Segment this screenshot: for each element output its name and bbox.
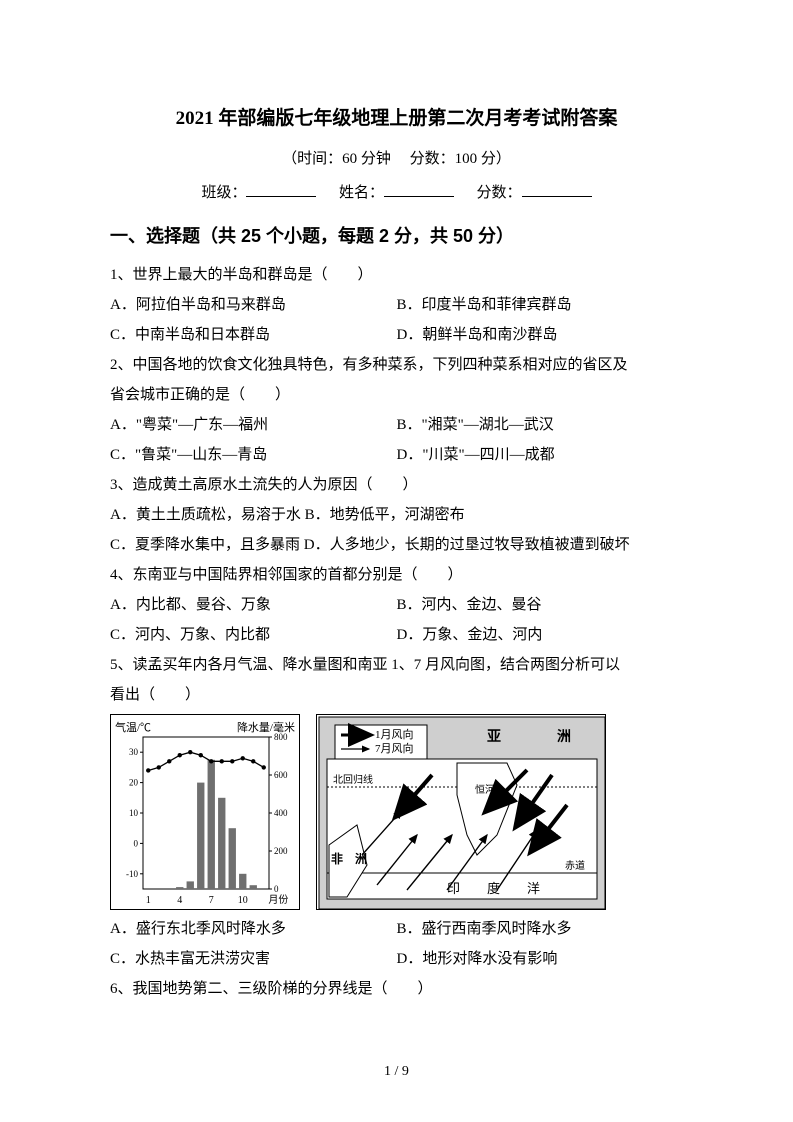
svg-text:亚: 亚	[487, 729, 501, 745]
svg-text:0: 0	[134, 838, 139, 848]
svg-text:30: 30	[129, 747, 139, 757]
exam-page: 2021 年部编版七年级地理上册第二次月考考试附答案 （时间：60 分钟 分数：…	[0, 0, 793, 1122]
svg-text:10: 10	[129, 808, 139, 818]
figure-row: 气温/℃ 降水量/毫米 3020100-10800600400200014710…	[110, 714, 683, 910]
question-5: 5、读孟买年内各月气温、降水量图和南亚 1、7 月风向图，结合两图分析可以 看出…	[110, 650, 683, 710]
question-2: 2、中国各地的饮食文化独具特色，有多种菜系，下列四种菜系相对应的省区及 省会城市…	[110, 350, 683, 470]
name-input[interactable]	[384, 178, 454, 197]
time-label: （时间：60 分钟	[282, 151, 391, 167]
svg-text:600: 600	[274, 770, 288, 780]
score-label: 分数：100 分）	[410, 151, 511, 167]
q5-opt-a[interactable]: A．盛行东北季风时降水多	[110, 914, 397, 944]
q1-opt-c[interactable]: C．中南半岛和日本群岛	[110, 320, 397, 350]
svg-text:7: 7	[209, 895, 214, 906]
svg-text:4: 4	[177, 895, 182, 906]
section-1-heading: 一、选择题（共 25 个小题，每题 2 分，共 50 分）	[110, 218, 683, 254]
svg-text:20: 20	[129, 778, 139, 788]
page-title: 2021 年部编版七年级地理上册第二次月考考试附答案	[110, 100, 683, 138]
student-info-line: 班级： 姓名： 分数：	[110, 178, 683, 208]
svg-text:1月风向: 1月风向	[375, 727, 414, 741]
climate-chart-svg: 30 20 10 0 -10 800 600 400 200 0 1 4 7 10 月份	[111, 715, 301, 911]
svg-text:月份: 月份	[268, 894, 288, 906]
q6-stem: 6、我国地势第二、三级阶梯的分界线是（ ）	[110, 974, 683, 1004]
q4-opt-a[interactable]: A．内比都、曼谷、万象	[110, 590, 397, 620]
page-number: 1 / 9	[0, 1058, 793, 1086]
question-3: 3、造成黄土高原水土流失的人为原因（ ） A．黄土土质疏松，易溶于水 B．地势低…	[110, 470, 683, 560]
exam-subtitle: （时间：60 分钟 分数：100 分）	[110, 144, 683, 174]
svg-text:10: 10	[238, 895, 248, 906]
q5-opt-d[interactable]: D．地形对降水没有影响	[397, 944, 684, 974]
q3-line1[interactable]: A．黄土土质疏松，易溶于水 B．地势低平，河湖密布	[110, 500, 683, 530]
svg-text:洋: 洋	[527, 881, 540, 896]
svg-text:非 洲: 非 洲	[331, 851, 367, 866]
q1-opt-d[interactable]: D．朝鲜半岛和南沙群岛	[397, 320, 684, 350]
svg-text:恒河: 恒河	[475, 783, 495, 796]
score-input[interactable]	[522, 178, 592, 197]
q5-options: A．盛行东北季风时降水多 B．盛行西南季风时降水多 C．水热丰富无洪涝灾害 D．…	[110, 914, 683, 974]
q2-opt-c[interactable]: C．"鲁菜"—山东—青岛	[110, 440, 397, 470]
svg-text:200: 200	[274, 846, 288, 856]
q4-stem: 4、东南亚与中国陆界相邻国家的首都分别是（ ）	[110, 560, 683, 590]
q4-opt-b[interactable]: B．河内、金边、曼谷	[397, 590, 684, 620]
q1-stem: 1、世界上最大的半岛和群岛是（ ）	[110, 260, 683, 290]
q3-stem: 3、造成黄土高原水土流失的人为原因（ ）	[110, 470, 683, 500]
svg-text:洲: 洲	[557, 729, 571, 745]
svg-text:800: 800	[274, 732, 288, 742]
svg-text:北回归线: 北回归线	[333, 773, 373, 786]
q1-opt-a[interactable]: A．阿拉伯半岛和马来群岛	[110, 290, 397, 320]
svg-text:7月风向: 7月风向	[375, 741, 414, 755]
q2-opt-b[interactable]: B．"湘菜"—湖北—武汉	[397, 410, 684, 440]
q2-stem-l2: 省会城市正确的是（ ）	[110, 380, 683, 410]
score-label2: 分数：	[477, 185, 522, 201]
q5-stem-l2: 看出（ ）	[110, 680, 683, 710]
wind-map-svg: 1月风向7月风向亚洲北回归线赤道恒河非 洲印度洋	[317, 715, 607, 911]
q1-opt-b[interactable]: B．印度半岛和菲律宾群岛	[397, 290, 684, 320]
question-6: 6、我国地势第二、三级阶梯的分界线是（ ）	[110, 974, 683, 1004]
wind-map: 1月风向7月风向亚洲北回归线赤道恒河非 洲印度洋	[316, 714, 606, 910]
question-4: 4、东南亚与中国陆界相邻国家的首都分别是（ ） A．内比都、曼谷、万象 B．河内…	[110, 560, 683, 650]
climate-chart: 气温/℃ 降水量/毫米 3020100-10800600400200014710…	[110, 714, 300, 910]
svg-text:赤道: 赤道	[565, 859, 585, 872]
name-label: 姓名：	[339, 185, 384, 201]
q2-opt-d[interactable]: D．"川菜"—四川—成都	[397, 440, 684, 470]
q3-line2[interactable]: C．夏季降水集中，且多暴雨 D．人多地少，长期的过垦过牧导致植被遭到破坏	[110, 530, 683, 560]
q2-stem-l1: 2、中国各地的饮食文化独具特色，有多种菜系，下列四种菜系相对应的省区及	[110, 350, 683, 380]
svg-text:0: 0	[274, 884, 279, 894]
q4-opt-d[interactable]: D．万象、金边、河内	[397, 620, 684, 650]
svg-text:400: 400	[274, 808, 288, 818]
class-input[interactable]	[246, 178, 316, 197]
q2-opt-a[interactable]: A．"粤菜"—广东—福州	[110, 410, 397, 440]
svg-text:1: 1	[146, 895, 151, 906]
q5-opt-c[interactable]: C．水热丰富无洪涝灾害	[110, 944, 397, 974]
question-1: 1、世界上最大的半岛和群岛是（ ） A．阿拉伯半岛和马来群岛 B．印度半岛和菲律…	[110, 260, 683, 350]
svg-text:-10: -10	[126, 869, 138, 879]
q4-opt-c[interactable]: C．河内、万象、内比都	[110, 620, 397, 650]
class-label: 班级：	[201, 185, 246, 201]
q5-opt-b[interactable]: B．盛行西南季风时降水多	[397, 914, 684, 944]
q5-stem-l1: 5、读孟买年内各月气温、降水量图和南亚 1、7 月风向图，结合两图分析可以	[110, 650, 683, 680]
